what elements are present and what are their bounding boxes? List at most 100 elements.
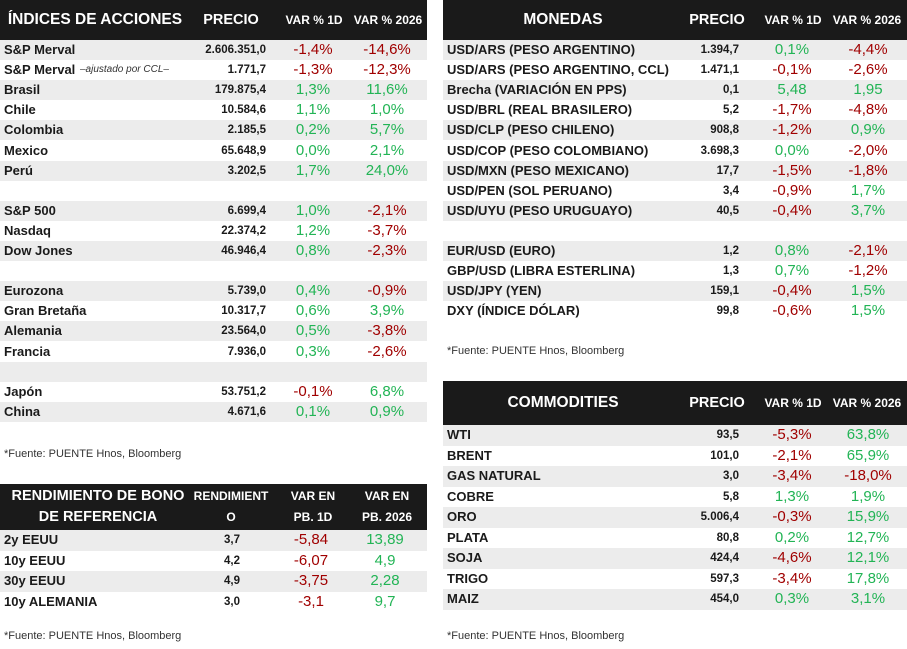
commodities-row-name: MAIZ — [447, 591, 479, 606]
indices-row-price: 6.699,4 — [227, 204, 266, 217]
indices-row-ytd: 1,0% — [369, 101, 405, 119]
indices-row-ytd: -12,3% — [363, 61, 411, 79]
indices-row: Gran Bretaña 10.317,7 0,6% 3,9% — [0, 301, 427, 321]
indices-row-ytd: 24,0% — [365, 161, 409, 179]
currencies-row: USD/PEN (SOL PERUANO) 3,4 -0,9% 1,7% — [443, 181, 907, 201]
commodities-row-name: ORO — [447, 509, 477, 524]
indices-row-name: Colombia — [4, 122, 64, 138]
indices-row: Francia 7.936,0 0,3% -2,6% — [0, 342, 427, 362]
bonds-row-ytd: 9,7 — [374, 592, 396, 610]
indices-row-price: 2.185,5 — [227, 124, 266, 137]
indices-row: Dow Jones 46.946,4 0,8% -2,3% — [0, 241, 427, 262]
currencies-row-ytd: -4,8% — [848, 101, 888, 119]
currencies-row-d1: -0,4% — [772, 201, 812, 219]
currencies-row-name: USD/BRL (REAL BRASILERO) — [447, 102, 633, 118]
commodities-row-price: 5.006,4 — [700, 511, 739, 523]
indices-row: S&P Merval –ajustado por CCL– 1.771,7 -1,3%… — [0, 60, 427, 80]
indices-table: S&P Merval 2.606.351,0 -1,4% -14,6% S&P Merv… — [0, 40, 427, 423]
indices-row: Perú 3.202,5 1,7% 24,0% — [0, 160, 427, 181]
indices-row — [0, 181, 427, 201]
commodities-title: COMMODITIES — [507, 394, 619, 411]
commodities-row-name: BRENT — [447, 447, 492, 463]
indices-row: Nasdaq 22.374,2 1,2% -3,7% — [0, 221, 427, 241]
indices-row-ytd: 5,7% — [369, 121, 405, 139]
currencies-row — [443, 221, 907, 241]
commodities-row: COBRE 5,8 1,3% 1,9% — [443, 487, 907, 508]
currencies-row-price: 5,2 — [723, 104, 739, 117]
currencies-row-ytd: -4,4% — [848, 41, 888, 58]
currencies-row-name: GBP/USD (LIBRA ESTERLINA) — [447, 263, 636, 279]
commodities-header: COMMODITIES PRECIO VAR % 1D VAR % 2026 — [443, 381, 907, 425]
currencies-row-price: 0,1 — [723, 84, 739, 97]
bonds-table: 2y EEUU 3,7 -5,84 13,89 10y EEUU 4,2 -6,07 4,9 3… — [0, 530, 427, 610]
currencies-row-price: 17,7 — [716, 164, 739, 177]
commodities-row-price: 597,3 — [710, 572, 739, 585]
currencies-title: MONEDAS — [523, 11, 603, 28]
indices-row-ytd: 2,1% — [369, 141, 405, 159]
commodities-row-price: 80,8 — [716, 531, 739, 544]
commodities-row-ytd: 63,8% — [846, 426, 890, 443]
indices-row-d1: 1,0% — [295, 201, 331, 219]
currencies-row-d1: -1,2% — [772, 121, 812, 139]
currencies-row-d1: 0,7% — [774, 262, 810, 280]
currencies-row-name: USD/ARS (PESO ARGENTINO) — [447, 42, 636, 57]
currencies-row-name: USD/MXN (PESO MEXICANO) — [447, 162, 630, 178]
currencies-row: USD/MXN (PESO MEXICANO) 17,7 -1,5% -1,8% — [443, 160, 907, 181]
commodities-row: MAIZ 454,0 0,3% 3,1% — [443, 589, 907, 610]
indices-source: *Fuente: PUENTE Hnos, Bloomberg — [4, 448, 182, 460]
currencies-row-name: Brecha (VARIACIÓN EN PPS) — [447, 82, 627, 98]
indices-row-name: Mexico — [4, 142, 49, 158]
commodities-panel: COMMODITIES PRECIO VAR % 1D VAR % 2026 W… — [443, 381, 907, 642]
commodities-row-name: TRIGO — [447, 570, 489, 586]
currencies-row-name: USD/UYU (PESO URUGUAYO) — [447, 202, 633, 218]
indices-row-price: 65.648,9 — [221, 144, 266, 157]
indices-row-d1: -0,1% — [293, 382, 333, 400]
currencies-price-header: PRECIO — [689, 12, 745, 28]
currencies-row-name: DXY (ÍNDICE DÓLAR) — [447, 303, 580, 319]
indices-row-price: 5.739,0 — [227, 285, 266, 298]
indices-d1-header: VAR % 1D — [285, 13, 343, 27]
indices-row-d1: -1,4% — [293, 41, 333, 58]
indices-price-header: PRECIO — [203, 12, 259, 28]
currencies-row-d1 — [757, 221, 827, 241]
commodities-row-ytd: 12,7% — [846, 528, 890, 546]
bonds-row-price: 4,2 — [224, 554, 240, 567]
bonds-row-d1: -3,1 — [298, 592, 324, 610]
bonds-row: 10y EEUU 4,2 -6,07 4,9 — [0, 551, 427, 572]
bonds-row-name: 30y EEUU — [4, 573, 66, 588]
indices-row-name: Japón — [4, 383, 43, 399]
indices-row-ytd — [352, 261, 422, 281]
currencies-row: Brecha (VARIACIÓN EN PPS) 0,1 5,48 1,95 — [443, 80, 907, 101]
indices-row-price: 10.584,6 — [221, 104, 266, 117]
indices-row-price: 1.771,7 — [227, 64, 266, 77]
commodities-row-price: 3,0 — [723, 470, 739, 482]
currencies-row-price: 40,5 — [716, 204, 739, 217]
indices-row-price — [180, 362, 266, 382]
indices-row-price: 22.374,2 — [221, 224, 266, 237]
currencies-row-ytd: -2,1% — [848, 242, 888, 259]
indices-row-price: 46.946,4 — [221, 245, 266, 257]
indices-row-d1: 0,5% — [295, 322, 331, 340]
indices-row-ytd: 0,9% — [369, 402, 405, 420]
currencies-row-d1: 5,48 — [777, 81, 807, 99]
indices-row-name: Brasil — [4, 82, 41, 98]
indices-row-d1: 1,3% — [295, 81, 331, 99]
currencies-d1-header: VAR % 1D — [764, 13, 822, 27]
indices-row: China 4.671,6 0,1% 0,9% — [0, 401, 427, 422]
currencies-table: USD/ARS (PESO ARGENTINO) 1.394,7 0,1% -4,4%… — [443, 40, 907, 322]
bonds-row-d1: -5,84 — [293, 531, 329, 548]
bonds-row-ytd: 13,89 — [366, 531, 404, 548]
commodities-row-d1: 0,2% — [774, 528, 810, 546]
indices-row: Eurozona 5.739,0 0,4% -0,9% — [0, 281, 427, 302]
indices-row-d1: -1,3% — [293, 61, 333, 79]
commodities-row: WTI 93,5 -5,3% 63,8% — [443, 425, 907, 446]
indices-row-name: S&P Merval — [4, 42, 76, 57]
indices-row-ytd: -3,7% — [367, 221, 407, 239]
currencies-row: USD/ARS (PESO ARGENTINO, CCL) 1.471,1 -0,1… — [443, 60, 907, 80]
indices-row-ytd: 6,8% — [369, 382, 405, 400]
currencies-row-price: 1,3 — [723, 265, 739, 278]
indices-row-ytd: -2,6% — [367, 342, 407, 360]
indices-row-d1: 0,4% — [295, 282, 331, 300]
commodities-row: GAS NATURAL 3,0 -3,4% -18,0% — [443, 466, 907, 487]
indices-row-name: Perú — [4, 162, 33, 178]
